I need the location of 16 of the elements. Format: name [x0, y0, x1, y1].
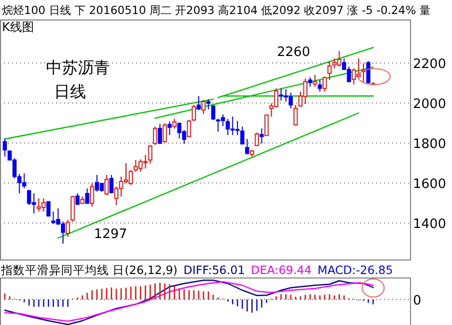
chart-title: 烷烃100 日线 下 20160510 周二 开2093 高2104 低2092 收2097 涨 -5 -0.24% 量 [2, 4, 431, 17]
chart-title: 指数平滑异同平均线 日(26,12,9) [0, 263, 178, 277]
series-label: MACD:-26.85 [318, 263, 393, 277]
annotation: 中苏沥青 [46, 58, 110, 77]
y-tick-label: 1800 [413, 137, 446, 152]
ref-line-label: 0 [413, 294, 422, 308]
y-tick-label: 1600 [413, 177, 446, 192]
y-tick-label: 1400 [413, 217, 446, 232]
series-label: DIFF:56.01 [184, 263, 245, 277]
annotation: 日线 [54, 82, 86, 101]
y-tick-label: 2000 [413, 97, 446, 112]
y-tick-label: 2200 [413, 57, 446, 72]
annotation: K线图 [2, 20, 34, 34]
annotation: 2260 [277, 45, 310, 60]
series-label: DEA:69.44 [250, 263, 312, 277]
annotation: 1297 [94, 227, 128, 242]
